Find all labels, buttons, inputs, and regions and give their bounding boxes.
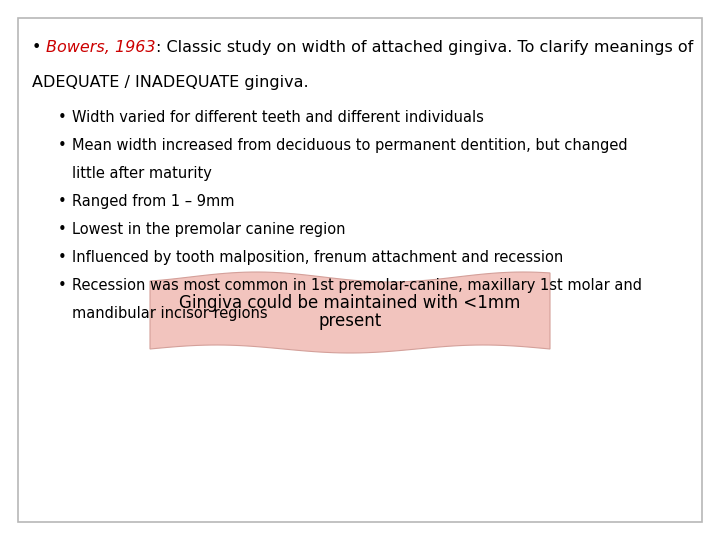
- Text: Lowest in the premolar canine region: Lowest in the premolar canine region: [72, 222, 346, 237]
- Text: •: •: [58, 110, 67, 125]
- Text: Bowers, 1963: Bowers, 1963: [46, 40, 156, 55]
- Text: ADEQUATE / INADEQUATE gingiva.: ADEQUATE / INADEQUATE gingiva.: [32, 75, 309, 90]
- Text: Influenced by tooth malposition, frenum attachment and recession: Influenced by tooth malposition, frenum …: [72, 250, 563, 265]
- Text: Gingiva could be maintained with <1mm: Gingiva could be maintained with <1mm: [179, 294, 521, 312]
- Text: Width varied for different teeth and different individuals: Width varied for different teeth and dif…: [72, 110, 484, 125]
- Text: •: •: [58, 278, 67, 293]
- Text: present: present: [318, 312, 382, 330]
- Text: Recession was most common in 1st premolar-canine, maxillary 1st molar and: Recession was most common in 1st premola…: [72, 278, 642, 293]
- Text: Ranged from 1 – 9mm: Ranged from 1 – 9mm: [72, 194, 235, 209]
- Text: Mean width increased from deciduous to permanent dentition, but changed: Mean width increased from deciduous to p…: [72, 138, 628, 153]
- PathPatch shape: [150, 272, 550, 353]
- Text: mandibular incisor regions: mandibular incisor regions: [72, 306, 268, 321]
- Text: little after maturity: little after maturity: [72, 166, 212, 181]
- Text: : Classic study on width of attached gingiva. To clarify meanings of: : Classic study on width of attached gin…: [156, 40, 693, 55]
- Text: •: •: [58, 194, 67, 209]
- Text: •: •: [58, 222, 67, 237]
- Text: •: •: [32, 40, 41, 55]
- Text: •: •: [58, 138, 67, 153]
- Text: •: •: [58, 250, 67, 265]
- FancyBboxPatch shape: [18, 18, 702, 522]
